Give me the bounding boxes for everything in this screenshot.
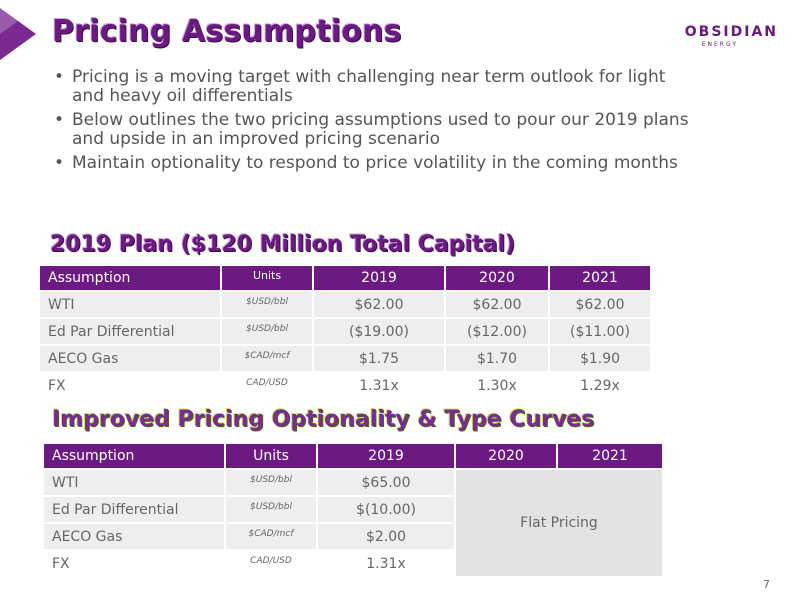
- logo-main-text: OBSIDIAN: [684, 24, 778, 40]
- col-header-2019: 2019: [318, 444, 454, 468]
- row-label: AECO Gas: [44, 524, 224, 549]
- row-label: WTI: [40, 292, 220, 317]
- row-label: Ed Par Differential: [40, 319, 220, 344]
- table-row: Ed Par Differential $USD/bbl $(10.00): [44, 497, 662, 522]
- table-header-row: Assumption Units 2019 2020 2021: [40, 266, 650, 290]
- cell-2019: $65.00: [318, 470, 454, 495]
- table-header-row: Assumption Units 2019 2020 2021: [44, 444, 662, 468]
- col-header-2021: 2021: [558, 444, 662, 468]
- obsidian-energy-logo: OBSIDIAN ENERGY: [685, 24, 778, 48]
- col-header-2021: 2021: [550, 266, 650, 290]
- flat-pricing-cell: Flat Pricing: [456, 470, 662, 576]
- cell-2019: 1.31x: [318, 551, 454, 576]
- row-label: FX: [44, 551, 224, 576]
- page-title: Pricing Assumptions: [52, 14, 402, 49]
- bullet-item: Maintain optionality to respond to price…: [52, 154, 692, 174]
- table-row: FX CAD/USD 1.31x: [44, 551, 662, 576]
- cell-2019: $2.00: [318, 524, 454, 549]
- cell-2019: $1.75: [314, 346, 444, 371]
- plan-heading: 2019 Plan ($120 Million Total Capital): [50, 232, 516, 257]
- row-label: WTI: [44, 470, 224, 495]
- cell-2020: ($12.00): [446, 319, 548, 344]
- cell-2019: $(10.00): [318, 497, 454, 522]
- cell-2019: 1.31x: [314, 373, 444, 398]
- row-units: $USD/bbl: [222, 292, 312, 317]
- cell-2021: 1.29x: [550, 373, 650, 398]
- row-units: $USD/bbl: [222, 319, 312, 344]
- col-header-assumption: Assumption: [44, 444, 224, 468]
- row-label: Ed Par Differential: [44, 497, 224, 522]
- cell-2020: 1.30x: [446, 373, 548, 398]
- cell-2021: $1.90: [550, 346, 650, 371]
- cell-2020: $62.00: [446, 292, 548, 317]
- improved-heading: Improved Pricing Optionality & Type Curv…: [52, 407, 595, 432]
- bullet-item: Below outlines the two pricing assumptio…: [52, 111, 692, 149]
- cell-2020: $1.70: [446, 346, 548, 371]
- table-row: AECO Gas $CAD/mcf $1.75 $1.70 $1.90: [40, 346, 650, 371]
- col-header-2020: 2020: [446, 266, 548, 290]
- bullet-item: Pricing is a moving target with challeng…: [52, 68, 692, 106]
- col-header-2019: 2019: [314, 266, 444, 290]
- row-units: CAD/USD: [226, 551, 316, 576]
- table-row: WTI $USD/bbl $65.00 Flat Pricing: [44, 470, 662, 576]
- table-row: AECO Gas $CAD/mcf $2.00: [44, 524, 662, 549]
- row-label: AECO Gas: [40, 346, 220, 371]
- col-header-assumption: Assumption: [40, 266, 220, 290]
- cell-2019: ($19.00): [314, 319, 444, 344]
- cell-2021: ($11.00): [550, 319, 650, 344]
- row-units: $CAD/mcf: [226, 524, 316, 549]
- page-number: 7: [763, 578, 770, 591]
- row-units: CAD/USD: [222, 373, 312, 398]
- cell-2019: $62.00: [314, 292, 444, 317]
- cell-2021: $62.00: [550, 292, 650, 317]
- plan-table: Assumption Units 2019 2020 2021 WTI $USD…: [38, 264, 652, 400]
- row-units: $USD/bbl: [226, 497, 316, 522]
- row-units: $CAD/mcf: [222, 346, 312, 371]
- row-units: $USD/bbl: [226, 470, 316, 495]
- bullet-list: Pricing is a moving target with challeng…: [52, 68, 692, 178]
- col-header-2020: 2020: [456, 444, 556, 468]
- row-label: FX: [40, 373, 220, 398]
- col-header-units: Units: [222, 266, 312, 290]
- table-row: Ed Par Differential $USD/bbl ($19.00) ($…: [40, 319, 650, 344]
- logo-sub-text: ENERGY: [701, 41, 738, 48]
- table-row: FX CAD/USD 1.31x 1.30x 1.29x: [40, 373, 650, 398]
- col-header-units: Units: [226, 444, 316, 468]
- table-row: WTI $USD/bbl $62.00 $62.00 $62.00: [40, 292, 650, 317]
- corner-arrow-decoration: [0, 8, 36, 60]
- improved-table: Assumption Units 2019 2020 2021 WTI $USD…: [42, 442, 664, 578]
